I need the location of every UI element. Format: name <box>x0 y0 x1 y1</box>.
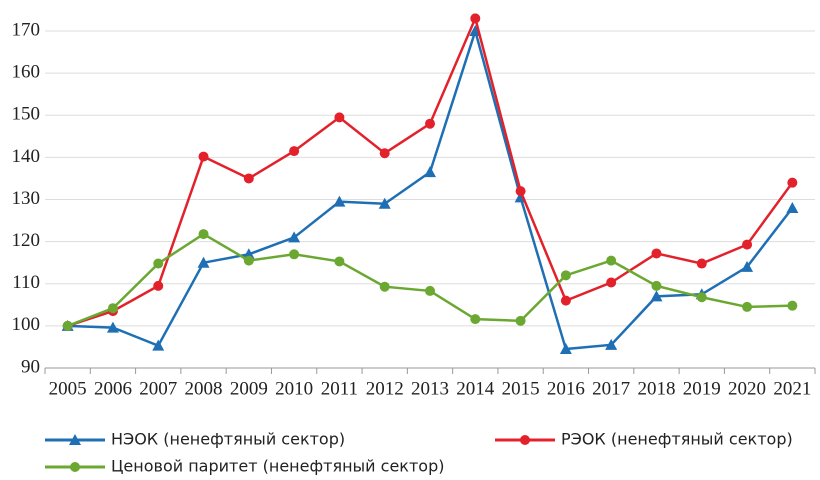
y-tick-label: 90 <box>21 356 40 377</box>
legend-label: Ценовой паритет (ненефтяный сектор) <box>111 457 444 476</box>
series-line <box>67 26 794 351</box>
marker <box>153 258 164 269</box>
marker <box>379 148 390 159</box>
y-tick-label: 170 <box>12 19 41 40</box>
marker <box>197 256 210 268</box>
marker <box>334 112 345 123</box>
marker <box>288 231 301 243</box>
x-tick-label: 2014 <box>456 378 495 399</box>
y-tick-label: 150 <box>12 104 41 125</box>
marker <box>334 256 345 267</box>
marker <box>379 281 390 292</box>
x-tick-label: 2016 <box>547 378 585 399</box>
marker <box>787 177 798 188</box>
x-tick-label: 2007 <box>139 378 177 399</box>
x-tick-label: 2005 <box>49 378 87 399</box>
y-tick-label: 100 <box>12 314 41 335</box>
marker <box>153 280 164 291</box>
x-tick-label: 2006 <box>94 378 132 399</box>
marker <box>152 339 165 351</box>
x-tick-label: 2021 <box>773 378 811 399</box>
y-tick-label: 160 <box>12 62 41 83</box>
y-tick-label: 130 <box>12 188 41 209</box>
y-tick-label: 140 <box>12 146 41 167</box>
marker <box>378 197 391 209</box>
x-tick-label: 2015 <box>502 378 540 399</box>
marker <box>742 301 753 312</box>
marker <box>742 239 753 250</box>
marker <box>243 173 254 184</box>
marker <box>787 300 798 311</box>
x-tick-label: 2013 <box>411 378 449 399</box>
marker <box>651 248 662 259</box>
x-tick-label: 2018 <box>637 378 675 399</box>
x-tick-label: 2019 <box>683 378 721 399</box>
marker <box>425 118 435 129</box>
legend-label: РЭОК (ненефтяный сектор) <box>561 430 793 449</box>
marker <box>560 295 571 306</box>
marker <box>106 321 119 333</box>
x-tick-label: 2012 <box>366 378 404 399</box>
marker <box>198 229 209 240</box>
x-tick-label: 2010 <box>275 378 313 399</box>
marker <box>741 260 754 272</box>
x-tick-label: 2011 <box>321 378 358 399</box>
marker <box>425 285 435 296</box>
legend-marker <box>70 462 80 472</box>
marker <box>242 248 255 260</box>
marker <box>606 277 617 288</box>
legend-marker <box>520 435 530 445</box>
y-tick-label: 120 <box>12 230 41 251</box>
marker <box>243 255 254 266</box>
marker <box>651 280 662 291</box>
marker <box>333 195 346 207</box>
y-tick-label: 110 <box>12 272 40 293</box>
x-tick-label: 2020 <box>728 378 766 399</box>
marker <box>560 270 571 281</box>
x-tick-label: 2008 <box>185 378 223 399</box>
x-tick-label: 2009 <box>230 378 268 399</box>
marker <box>559 343 572 355</box>
legend-label: НЭОК (ненефтяный сектор) <box>111 430 345 449</box>
marker <box>696 292 707 303</box>
x-tick-label: 2017 <box>592 378 630 399</box>
legend-marker <box>69 434 81 445</box>
marker <box>62 320 73 331</box>
marker <box>515 186 526 197</box>
marker <box>606 255 617 266</box>
marker <box>198 151 209 162</box>
marker <box>107 303 118 314</box>
marker <box>515 315 526 326</box>
marker <box>696 258 707 269</box>
marker <box>786 201 799 213</box>
marker <box>605 338 618 350</box>
marker <box>424 166 436 178</box>
marker <box>650 290 663 302</box>
marker <box>470 314 481 325</box>
marker <box>289 249 300 260</box>
marker <box>470 13 481 24</box>
marker <box>289 146 300 157</box>
